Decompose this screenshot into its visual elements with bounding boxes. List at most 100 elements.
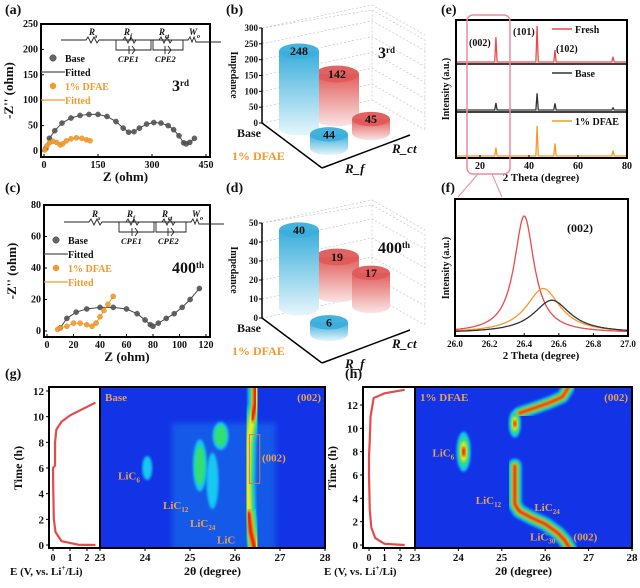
cylinder-top [315, 65, 359, 83]
x-tick-label: 100 [172, 340, 187, 351]
heat-blob-layer [206, 452, 219, 509]
data-point-base [104, 113, 110, 120]
subscript: f [133, 216, 136, 222]
peak-label-102: (102) [556, 44, 578, 55]
data-point-base [77, 112, 83, 119]
equivalent-circuit-diagram [61, 35, 221, 55]
data-point-base [120, 125, 126, 131]
col-label-rct: R_ct [391, 141, 417, 156]
panel-label-a: (a) [5, 3, 22, 18]
x-axis-label: 2θ (degree) [184, 564, 241, 578]
circuit-label-cpe1: CPE1 [118, 54, 139, 64]
data-point-base [179, 304, 185, 311]
y-tick-label: 4 [353, 493, 359, 505]
data-point-base [123, 306, 130, 312]
x-tick-label: 28 [320, 552, 332, 564]
zoom-region-box [466, 14, 511, 175]
panel-label-c: (c) [5, 181, 21, 196]
data-point-base [73, 309, 79, 315]
cycle-label: 3rd [378, 45, 395, 62]
data-point-base [187, 296, 193, 303]
data-point-base [125, 129, 132, 136]
x-tick-label: 23 [95, 552, 107, 564]
panel-label-b: (b) [226, 3, 243, 18]
row-label-dfae: 1% DFAE [232, 344, 285, 358]
data-point-dfae [64, 323, 70, 330]
voltage-curve [367, 388, 405, 547]
data-point-dfae [63, 138, 70, 144]
y-tick-label: 8 [39, 437, 45, 449]
data-point-dfae [101, 307, 107, 314]
legend-label-dfae: 1% DFAE [68, 264, 112, 275]
z-axis-label: Impedance [228, 246, 239, 294]
e-tick-label: 1 [68, 553, 73, 564]
subscript: 12 [181, 506, 189, 514]
legend-label-dfae: 1% DFAE [65, 82, 109, 93]
x-tick-label: 40 [95, 340, 105, 351]
y-tick-label: 80 [31, 200, 41, 211]
data-point-dfae [93, 320, 99, 326]
subscript: s [97, 216, 101, 222]
cylinder-body [315, 73, 359, 127]
circuit-wires [61, 35, 221, 51]
data-point-base [110, 304, 117, 311]
data-point-base [68, 115, 74, 121]
x-tick-label: 26.0 [447, 339, 463, 349]
data-point-dfae [110, 293, 117, 300]
subscript: s [94, 34, 98, 40]
data-point-dfae [79, 135, 85, 142]
z-tick-label: 50 [249, 102, 259, 112]
col-label-rf: R_f [344, 356, 366, 371]
e-tick-label: 1 [382, 553, 387, 564]
row-label-base: Base [237, 321, 262, 335]
x-tick-label: 26.8 [586, 339, 602, 349]
x-tick-label: 27 [583, 552, 595, 564]
x-tick-label: 20 [475, 161, 485, 172]
circuit-label-cpe2: CPE2 [155, 54, 177, 64]
xrd-pattern-1-dfae [456, 125, 627, 157]
y-tick-label: 10 [33, 412, 45, 424]
subscript: 6 [451, 453, 455, 461]
data-point-dfae [57, 325, 64, 331]
data-point-base [191, 135, 198, 142]
circuit-label-w: Wo [189, 27, 200, 40]
cylinder-top [310, 315, 348, 330]
heat-ridge-layer [250, 387, 258, 422]
legend-label-fitted: Fitted [68, 250, 94, 261]
circuit-label-rs: Rs [88, 27, 98, 40]
y-tick-label: 0 [353, 540, 359, 552]
bar-value-label: 248 [290, 44, 308, 58]
zoom-connector-line [457, 173, 479, 198]
cpe-symbols [131, 227, 175, 237]
data-point-base [59, 120, 65, 126]
x-tick-label: 80 [148, 340, 158, 351]
superscript: rd [180, 78, 189, 88]
x-axis-label: 2 Theta (degree) [503, 350, 580, 362]
y-tick-label: 100 [23, 95, 38, 106]
y-tick-label: 250 [23, 19, 38, 30]
data-point-base [113, 118, 119, 125]
heat-blob-layer [513, 420, 517, 428]
y-tick-label: 8 [353, 447, 359, 459]
data-point-base [64, 315, 70, 322]
x-tick-label: 28 [627, 552, 639, 564]
bar-value-label: 142 [328, 67, 346, 81]
y-axis-label: -Z'' (ohm) [1, 62, 16, 119]
data-point-base [186, 139, 193, 146]
z-tick-label: 20 [249, 275, 259, 285]
impedance-3d-bar-chart-b: 0 50 100 150 200 250 300 Impedance Base 1% DFAE R_… [228, 4, 426, 176]
nyquist-plot-a: 0 150 300 450 0 50 100 150 200 250 Z (ohm) -Z'' (oh… [1, 19, 221, 184]
data-point-base [150, 323, 156, 330]
bar-cylinder: 44 [310, 127, 348, 156]
x-tick-label: 24 [453, 552, 465, 564]
x-axis-label: Z (ohm) [103, 169, 148, 184]
y-axis-label: Time (h) [325, 446, 339, 490]
data-point-base [134, 310, 140, 317]
legend-label-base: Base [68, 236, 89, 247]
bar-cylinder: 248 [279, 43, 319, 136]
y-axis-label: Intensity (a.u.) [441, 58, 452, 121]
x-tick-label: 26 [230, 552, 242, 564]
sample-label: Base [105, 392, 127, 404]
data-point-dfae [73, 134, 80, 141]
